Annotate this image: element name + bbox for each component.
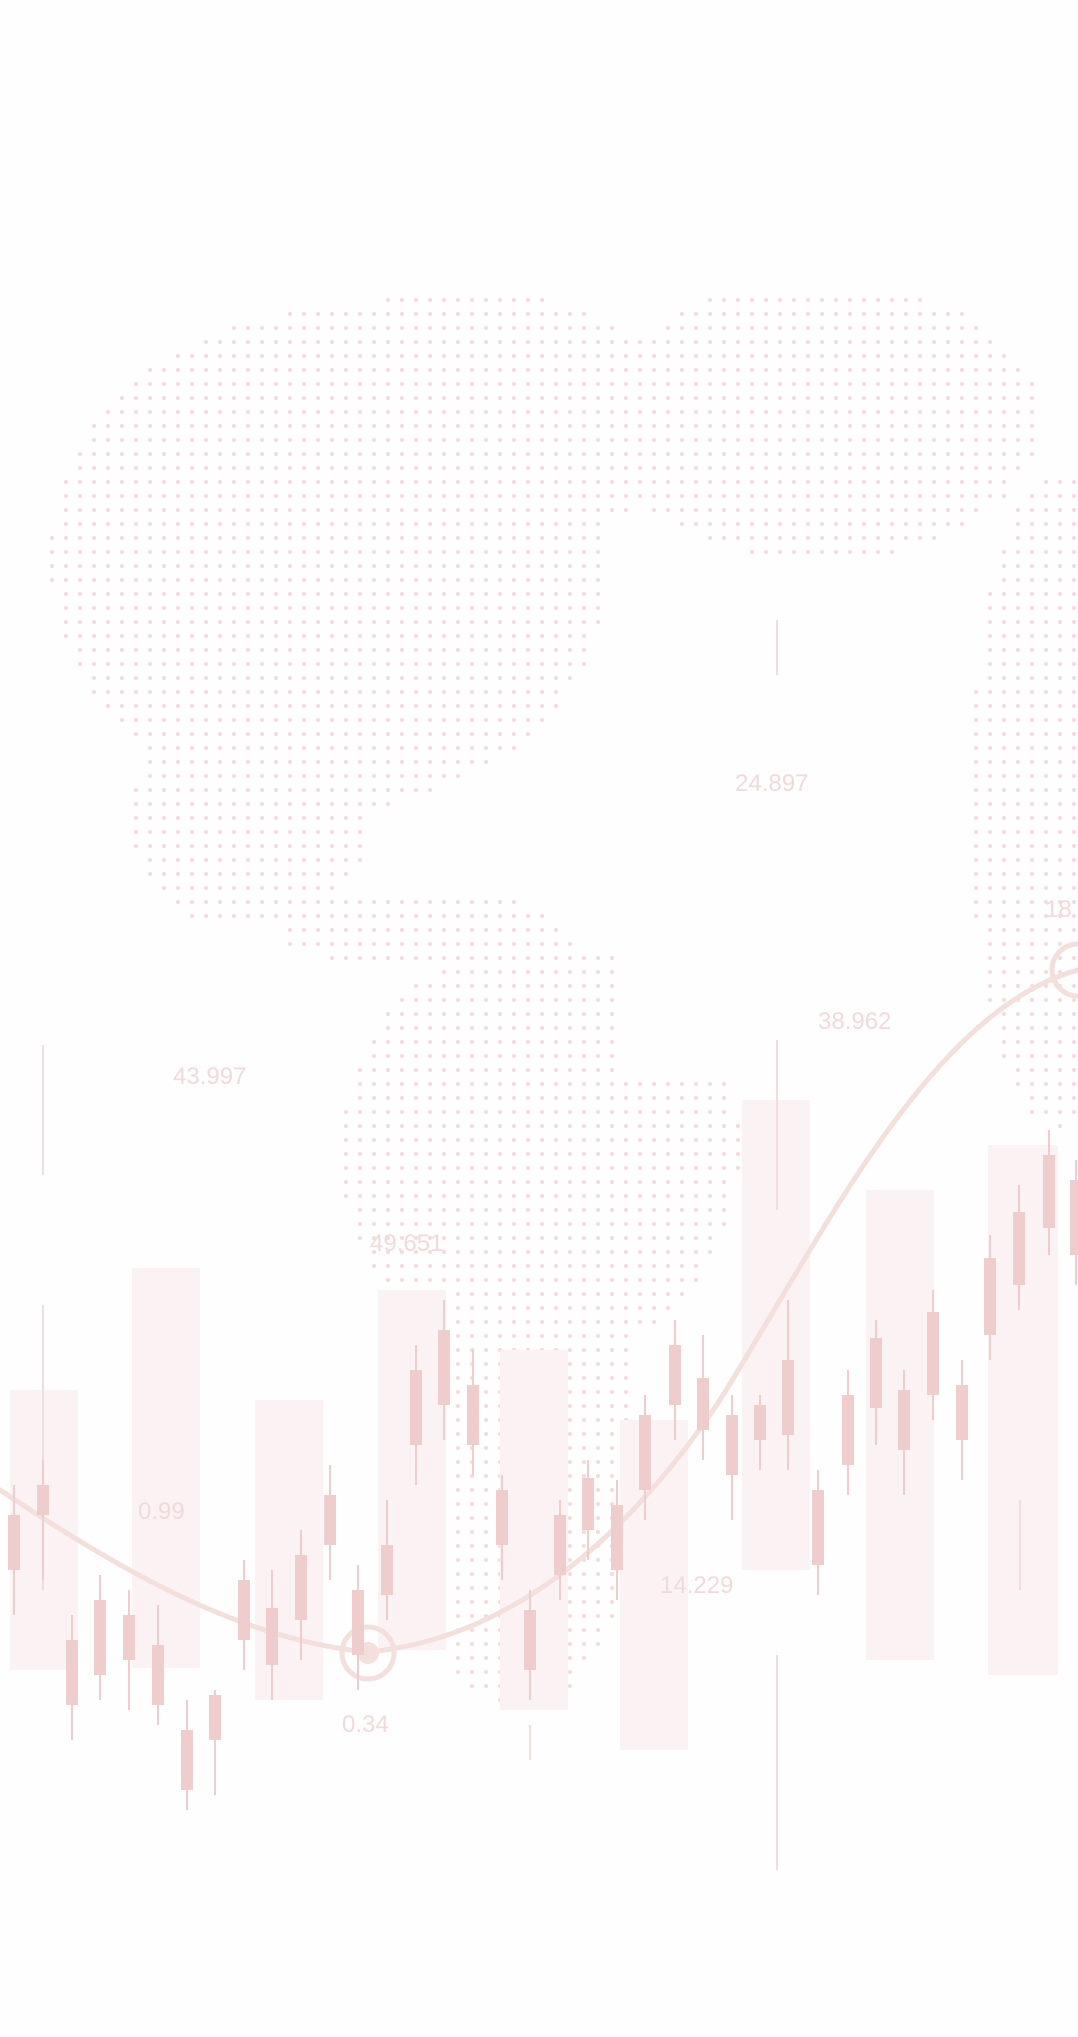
candlestick	[984, 1235, 996, 1360]
candle-body	[209, 1695, 221, 1740]
candle-body	[782, 1360, 794, 1435]
candlestick	[927, 1290, 939, 1420]
candle-body	[639, 1415, 651, 1490]
candlestick	[181, 1700, 193, 1810]
candle-body	[123, 1615, 135, 1660]
candlestick	[410, 1345, 422, 1485]
candle-body	[295, 1555, 307, 1620]
candlestick	[266, 1570, 278, 1700]
candle-body	[1013, 1212, 1025, 1285]
candle-body	[438, 1330, 450, 1405]
candlestick-series	[8, 1130, 1078, 1810]
candlestick	[842, 1370, 854, 1495]
candlestick	[66, 1615, 78, 1740]
trend-node	[339, 1624, 397, 1682]
candle-body	[582, 1478, 594, 1530]
candlestick	[123, 1590, 135, 1710]
candlestick	[37, 1460, 49, 1580]
candle-body	[611, 1505, 623, 1570]
candlestick	[611, 1480, 623, 1600]
candle-body	[524, 1610, 536, 1670]
candlestick	[209, 1690, 221, 1795]
candlestick	[582, 1460, 594, 1560]
candle-body	[467, 1385, 479, 1445]
candlestick	[782, 1300, 794, 1470]
trend-node	[1049, 941, 1078, 999]
candle-body	[352, 1590, 364, 1655]
candlestick	[94, 1575, 106, 1700]
candle-body	[554, 1515, 566, 1575]
candlestick	[754, 1395, 766, 1470]
candle-body	[152, 1645, 164, 1705]
candle-body	[1043, 1155, 1055, 1228]
candle-body	[496, 1490, 508, 1545]
candle-body	[927, 1312, 939, 1395]
candlestick	[295, 1530, 307, 1660]
value-label-099: 0.99	[138, 1498, 185, 1525]
candlestick	[438, 1300, 450, 1440]
candle-body	[812, 1490, 824, 1565]
candlestick	[352, 1565, 364, 1690]
value-label-38962: 38.962	[818, 1008, 892, 1035]
candlestick	[152, 1605, 164, 1725]
candle-body	[238, 1580, 250, 1640]
candle-body	[37, 1485, 49, 1515]
candlestick	[324, 1465, 336, 1580]
trend-nodes	[339, 941, 1078, 1682]
candlestick	[524, 1590, 536, 1700]
candlestick	[669, 1320, 681, 1440]
candle-body	[8, 1515, 20, 1570]
candle-body	[66, 1640, 78, 1705]
candle-body	[754, 1405, 766, 1440]
candlestick	[697, 1335, 709, 1460]
candle-body	[870, 1338, 882, 1408]
candlestick	[238, 1560, 250, 1670]
candle-body	[1070, 1180, 1078, 1255]
candle-body	[410, 1370, 422, 1445]
candle-body	[324, 1495, 336, 1545]
candle-body	[181, 1730, 193, 1790]
candlestick	[870, 1320, 882, 1445]
candlestick	[1043, 1130, 1055, 1255]
value-label-18: 18	[1045, 896, 1072, 923]
candlestick	[8, 1485, 20, 1615]
candlestick	[1013, 1185, 1025, 1310]
candle-body	[984, 1258, 996, 1335]
candlestick	[812, 1470, 824, 1595]
candle-body	[94, 1600, 106, 1675]
candlestick	[639, 1395, 651, 1520]
value-label-034: 0.34	[342, 1711, 389, 1738]
candlestick	[381, 1500, 393, 1620]
candle-body	[697, 1378, 709, 1430]
candle-body	[842, 1395, 854, 1465]
value-label-49651: 49.651	[370, 1230, 444, 1257]
candlestick	[496, 1475, 508, 1580]
candlestick	[956, 1360, 968, 1480]
candlestick	[554, 1500, 566, 1600]
candle-body	[381, 1545, 393, 1595]
candlestick	[726, 1395, 738, 1520]
value-label-14229: 14.229	[660, 1572, 734, 1599]
candle-body	[669, 1345, 681, 1405]
candle-body	[266, 1608, 278, 1665]
candlestick	[1070, 1160, 1078, 1285]
candle-body	[726, 1415, 738, 1475]
dotted-world-map	[49, 297, 1077, 1703]
candlestick	[467, 1350, 479, 1475]
candle-body	[898, 1390, 910, 1450]
value-label-43997: 43.997	[173, 1063, 247, 1090]
candlestick	[898, 1370, 910, 1495]
candle-body	[956, 1385, 968, 1440]
value-label-24897: 24.897	[735, 770, 809, 797]
